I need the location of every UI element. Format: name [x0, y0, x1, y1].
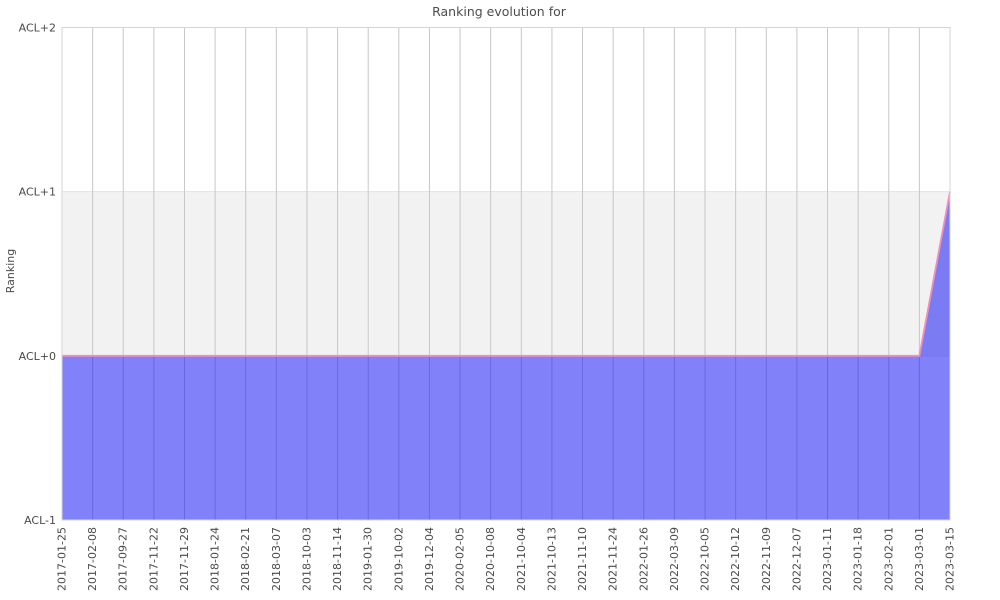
y-tick-label: ACL-1 — [24, 514, 56, 527]
x-tick-label: 2023-03-01 — [913, 527, 926, 591]
x-tick-label: 2021-11-24 — [607, 527, 620, 591]
x-tick-label: 2017-09-27 — [117, 527, 130, 591]
x-tick-label: 2022-10-12 — [729, 527, 742, 591]
x-tick-label: 2022-12-07 — [790, 527, 803, 591]
x-tick-label: 2017-02-08 — [86, 527, 99, 591]
x-tick-label: 2023-01-18 — [852, 527, 865, 591]
x-tick-label: 2021-10-13 — [545, 527, 558, 591]
x-tick-label: 2019-12-04 — [423, 527, 436, 591]
x-tick-label: 2022-03-09 — [668, 527, 681, 591]
x-tick-label: 2018-02-21 — [239, 527, 252, 591]
ranking-line — [62, 191, 951, 357]
x-tick-label: 2017-11-22 — [147, 527, 160, 591]
x-tick-label: 2018-01-24 — [209, 527, 222, 591]
y-tick-label: ACL+0 — [19, 350, 56, 363]
y-tick-label: ACL+2 — [19, 22, 56, 35]
x-tick-label: 2022-10-05 — [699, 527, 712, 591]
x-tick-label: 2020-10-08 — [484, 527, 497, 591]
background-bands — [62, 191, 950, 356]
ranking-area — [62, 191, 950, 520]
y-axis-label: Ranking — [4, 249, 17, 294]
x-tick-labels: 2017-01-25 2017-02-08 2017-09-27 2017-11-22… — [56, 527, 957, 591]
x-tick-label: 2018-10-03 — [300, 527, 313, 591]
x-tick-label: 2021-10-04 — [515, 527, 528, 591]
x-tick-label: 2017-01-25 — [56, 527, 69, 591]
x-tick-label: 2019-01-30 — [362, 527, 375, 591]
x-tick-label: 2023-03-15 — [944, 527, 957, 591]
x-tick-label: 2023-01-11 — [821, 527, 834, 591]
chart-title: Ranking evolution for — [432, 4, 567, 19]
y-tick-label: ACL+1 — [19, 186, 56, 199]
x-tick-label: 2022-01-26 — [637, 527, 650, 591]
plot-border — [61, 27, 951, 521]
shaded-band — [62, 191, 950, 356]
series-layer — [62, 191, 951, 520]
x-tick-label: 2022-11-09 — [760, 527, 773, 591]
x-tick-label: 2018-11-14 — [331, 527, 344, 591]
x-tick-label: 2018-03-07 — [270, 527, 283, 591]
y-tick-labels: ACL-1 ACL+0 ACL+1 ACL+2 — [19, 22, 56, 528]
x-tick-label: 2017-11-29 — [178, 527, 191, 591]
x-tick-label: 2021-11-10 — [576, 527, 589, 591]
x-tick-label: 2020-02-05 — [454, 527, 467, 591]
x-tick-label: 2019-10-02 — [392, 527, 405, 591]
x-tick-label: 2023-02-01 — [882, 527, 895, 591]
